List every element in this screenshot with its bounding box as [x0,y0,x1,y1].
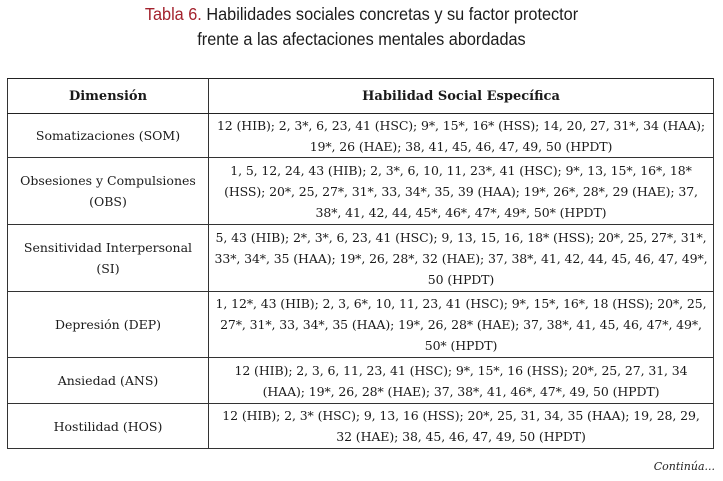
table-header-row: Dimensión Habilidad Social Específica [7,78,714,114]
dimension-cell: Ansiedad (ANS) [7,357,209,404]
skills-table-container: Dimensión Habilidad Social Específica So… [7,78,714,449]
skills-cell: 12 (HIB); 2, 3* (HSC); 9, 13, 16 (HSS); … [208,403,714,449]
table-row: Somatizaciones (SOM) 12 (HIB); 2, 3*, 6,… [7,113,714,158]
continued-note: Continúa... [653,460,715,473]
table-label: Tabla 6. [144,4,202,24]
skills-cell: 1, 12*, 43 (HIB); 2, 3, 6*, 10, 11, 23, … [208,291,714,358]
title-line-2: frente a las afectaciones mentales abord… [197,29,526,49]
dimension-cell: Depresión (DEP) [7,291,209,358]
table-row: Ansiedad (ANS) 12 (HIB); 2, 3, 6, 11, 23… [7,357,714,404]
dimension-cell: Somatizaciones (SOM) [7,113,209,158]
table-title: Tabla 6. Habilidades sociales concretas … [25,2,697,52]
header-skill: Habilidad Social Específica [208,78,714,114]
skills-cell: 12 (HIB); 2, 3*, 6, 23, 41 (HSC); 9*, 15… [208,113,714,158]
skills-cell: 5, 43 (HIB); 2*, 3*, 6, 23, 41 (HSC); 9,… [208,224,714,292]
table-row: Hostilidad (HOS) 12 (HIB); 2, 3* (HSC); … [7,403,714,449]
dimension-cell: Obsesiones y Compulsiones (OBS) [7,157,209,225]
dimension-cell: Sensitividad Interpersonal (SI) [7,224,209,292]
title-text-line-1: Habilidades sociales concretas y su fact… [206,4,579,24]
header-dimension: Dimensión [7,78,209,114]
skills-cell: 1, 5, 12, 24, 43 (HIB); 2, 3*, 6, 10, 11… [208,157,714,225]
table-row: Sensitividad Interpersonal (SI) 5, 43 (H… [7,224,714,292]
title-line-1: Tabla 6. Habilidades sociales concretas … [25,2,697,27]
skills-table: Dimensión Habilidad Social Específica So… [7,78,714,449]
table-row: Obsesiones y Compulsiones (OBS) 1, 5, 12… [7,157,714,225]
table-row: Depresión (DEP) 1, 12*, 43 (HIB); 2, 3, … [7,291,714,358]
dimension-cell: Hostilidad (HOS) [7,403,209,449]
skills-cell: 12 (HIB); 2, 3, 6, 11, 23, 41 (HSC); 9*,… [208,357,714,404]
